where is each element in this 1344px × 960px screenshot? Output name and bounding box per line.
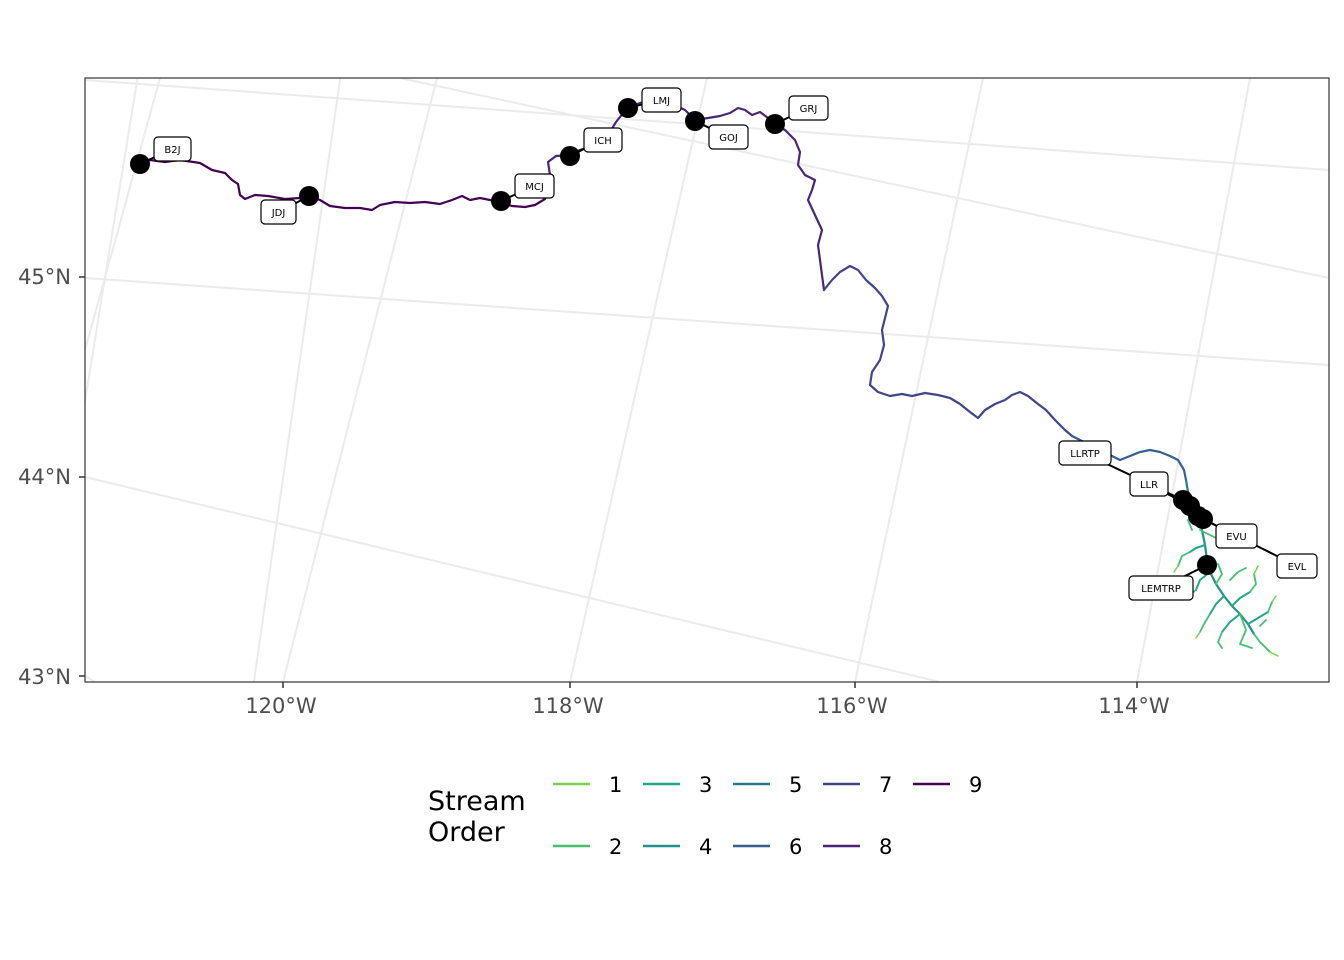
site-points [130,98,1217,575]
legend-title: Stream [428,786,526,817]
site-point-grj[interactable] [765,114,785,134]
stream-order-3 [1189,544,1269,633]
site-label-ich: ICH [583,127,623,153]
site-label-lemtrp: LEMTRP [1128,575,1194,601]
x-axis: 120°W 118°W 116°W 114°W [245,682,1170,718]
site-point-mcj[interactable] [491,191,511,211]
site-point-b2j[interactable] [130,154,150,174]
svg-text:GRJ: GRJ [800,104,818,115]
legend-label-4: 4 [699,835,712,859]
legend-label-1: 1 [609,773,622,797]
map-panel [85,78,1329,682]
svg-text:JDJ: JDJ [271,208,286,219]
svg-text:EVL: EVL [1288,562,1307,573]
legend: Stream Order 1 2 3 4 5 6 7 8 9 [428,773,982,859]
site-label-grj: GRJ [788,95,829,121]
svg-text:ICH: ICH [594,136,611,147]
legend-label-9: 9 [969,773,982,797]
x-tick-label: 116°W [816,694,888,718]
y-tick-label: 45°N [18,265,71,289]
legend-label-2: 2 [609,835,622,859]
legend-label-5: 5 [789,773,802,797]
svg-text:EVU: EVU [1226,532,1246,543]
legend-label-7: 7 [879,773,892,797]
site-label-evl: EVL [1276,553,1318,579]
site-point-ich[interactable] [560,146,580,166]
site-point-lemtrp[interactable] [1197,555,1217,575]
site-point-evl[interactable] [1193,509,1213,529]
stream-order-9 [138,158,550,212]
site-label-llr: LLR [1129,471,1169,497]
svg-text:LEMTRP: LEMTRP [1141,584,1181,595]
svg-text:GOJ: GOJ [719,133,738,144]
y-tick-label: 43°N [18,665,71,689]
legend-label-8: 8 [879,835,892,859]
site-point-jdj[interactable] [299,186,319,206]
y-tick-label: 44°N [18,465,71,489]
x-tick-label: 118°W [532,694,604,718]
x-tick-label: 120°W [245,694,317,718]
site-label-goj: GOJ [708,124,749,150]
site-label-evu: EVU [1215,523,1258,549]
site-label-llrtp: LLRTP [1058,440,1112,466]
y-axis: 45°N 44°N 43°N [18,265,85,689]
site-label-jdj: JDJ [260,199,297,225]
site-label-b2j: B2J [153,136,192,162]
svg-text:MCJ: MCJ [525,182,544,193]
svg-text:LLR: LLR [1140,480,1158,491]
site-point-lmj[interactable] [618,98,638,118]
panel-border [84,77,1330,683]
svg-text:B2J: B2J [164,145,180,156]
x-tick-label: 114°W [1098,694,1170,718]
legend-label-6: 6 [789,835,802,859]
svg-text:LLRTP: LLRTP [1070,449,1100,460]
site-labels: B2J JDJ MCJ ICH LMJ GOJ GRJ LLRTP [153,87,1318,601]
legend-label-3: 3 [699,773,712,797]
stream-order-7 [822,264,1074,438]
site-label-lmj: LMJ [641,87,682,113]
site-point-goj[interactable] [685,111,705,131]
river-network [138,96,1279,657]
svg-text:LMJ: LMJ [653,96,670,107]
site-label-mcj: MCJ [514,173,555,199]
legend-title: Order [428,817,506,848]
